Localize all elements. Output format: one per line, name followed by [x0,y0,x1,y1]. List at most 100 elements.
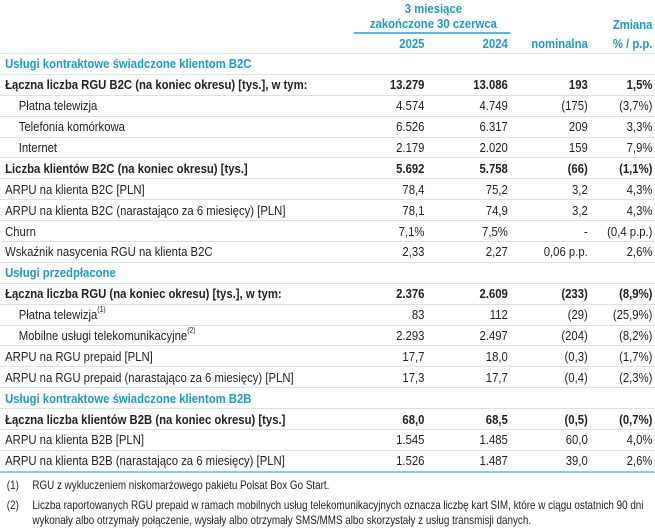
cell-nom: 209 [510,116,591,138]
cell-nom: 3,2 [510,178,591,201]
table-row: Telefonia komórkowa 6.526 6.317 209 3,3% [0,116,655,138]
cell-v2025: 13.279 [353,74,428,96]
cell-v2025: 17,7 [353,345,428,368]
cell-pct: (8,9%) [590,283,655,305]
cell-nom: (0,4) [510,366,591,389]
nominal-header: nominalna [510,33,591,54]
cell-v2024: 112 [427,304,511,326]
cell-v2025: 83 [353,304,428,326]
cell-nom: (175) [510,95,591,117]
footnote-ref: (2) [187,326,196,336]
table-row: Łączna liczba RGU (na koniec okresu) [ty… [0,283,655,305]
cell-nom: 0,06 p.p. [510,241,591,263]
section-title: Usługi kontraktowe świadczone klientom B… [0,53,655,75]
cell-v2024: 1.487 [427,450,511,473]
change-header: Zmiana [612,17,653,32]
table-row: Liczba klientów B2C (na koniec okresu) [… [0,157,655,180]
row-label: Łączna liczba RGU B2C (na koniec okresu)… [0,74,354,96]
table-row: ARPU na RGU prepaid (narastająco za 6 mi… [0,366,655,389]
table-row: ARPU na klienta B2B [PLN] 1.545 1.485 60,0 4… [0,429,655,451]
cell-pct: (0,7%) [590,408,655,431]
cell-v2024: 18,0 [427,345,511,368]
section-header-row: Usługi kontraktowe świadczone klientom B… [0,387,655,410]
cell-v2024: 1.485 [427,429,511,451]
cell-v2024: 6.317 [427,116,511,138]
cell-pct: 2,6% [590,450,655,473]
cell-nom: (29) [510,304,591,326]
row-label: Wskaźnik nasycenia RGU na klienta B2C [0,241,354,263]
cell-nom: (233) [510,283,591,305]
cell-pct: 2,6% [590,241,655,263]
cell-v2025: 2.293 [353,325,428,347]
cell-v2024: 75,2 [427,178,511,201]
cell-v2024: 7,5% [427,220,511,243]
row-label: Telefonia komórkowa [0,116,354,138]
cell-pct: (8,2%) [590,325,655,347]
table-row: ARPU na klienta B2B (narastająco za 6 mi… [0,450,655,473]
table-row: Wskaźnik nasycenia RGU na klienta B2C 2,3… [0,241,655,263]
percent-header: % / p.p. [590,33,655,54]
cell-v2024: 13.086 [427,74,511,96]
table-row: Churn 7,1% 7,5% - (0,4 p.p.) [0,220,655,243]
cell-nom: - [510,220,591,243]
cell-v2024: 4.749 [427,95,511,117]
row-label: ARPU na RGU prepaid [PLN] [0,345,354,368]
cell-pct: (0,4 p.p.) [590,220,655,243]
cell-v2024: 2,27 [427,241,511,263]
cell-pct: 3,3% [590,116,655,138]
cell-pct: 1,5% [590,74,655,96]
table-row: Mobilne usługi telekomunikacyjne(2) 2.293… [0,325,655,347]
row-label: Churn [0,220,354,243]
cell-pct: (2,3%) [590,366,655,389]
row-label: Łączna liczba RGU (na koniec okresu) [ty… [0,283,354,305]
cell-v2024: 68,5 [427,408,511,431]
cell-nom: 3,2 [510,199,591,222]
cell-v2025: 6.526 [353,116,428,138]
cell-v2025: 1.526 [353,450,428,473]
cell-nom: 60,0 [510,429,591,451]
cell-nom: (0,5) [510,408,591,431]
cell-pct: 4,3% [590,178,655,201]
table-row: Płatna telewizja(1) 83 112 (29) (25,9%) [0,304,655,326]
cell-nom: 39,0 [510,450,591,473]
footnote: (2) Liczba raportowanych RGU prepaid w ra… [0,498,655,528]
cell-pct: 7,9% [590,137,655,159]
footnote-text: Liczba raportowanych RGU prepaid w ramac… [32,498,644,527]
cell-v2025: 17,3 [353,366,428,389]
section-title: Usługi przedpłacone [0,262,655,284]
year-2025-header: 2025 [353,33,428,54]
cell-nom: (204) [510,325,591,347]
table-row: Internet 2.179 2.020 159 7,9% [0,137,655,159]
cell-nom: 159 [510,137,591,159]
row-label: Płatna telewizja [0,95,354,117]
cell-pct: (1,7%) [590,345,655,368]
cell-pct: (3,7%) [590,95,655,117]
footnotes: (1) RGU z wykluczeniem niskomarżowego pak… [0,478,655,528]
table-row: ARPU na RGU prepaid [PLN] 17,7 18,0 (0,3) (1… [0,345,655,368]
cell-v2025: 78,4 [353,178,428,201]
cell-v2024: 74,9 [427,199,511,222]
row-label: Mobilne usługi telekomunikacyjne(2) [0,325,354,347]
footnote-text: RGU z wykluczeniem niskomarżowego pakiet… [32,478,330,492]
cell-nom: (66) [510,157,591,180]
cell-v2024: 2.609 [427,283,511,305]
cell-v2024: 2.020 [427,137,511,159]
cell-v2025: 1.545 [353,429,428,451]
table-row: Łączna liczba klientów B2B (na koniec ok… [0,408,655,431]
section-header-row: Usługi kontraktowe świadczone klientom B… [0,53,655,75]
cell-v2025: 2.376 [353,283,428,305]
cell-v2025: 5.692 [353,157,428,180]
row-label: ARPU na klienta B2C (narastająco za 6 mi… [0,199,354,222]
row-label: ARPU na klienta B2B [PLN] [0,429,354,451]
cell-pct: 4,0% [590,429,655,451]
kpi-table: 3 miesiące zakończone 30 czerwca Zmiana 2… [0,0,655,473]
row-label: Internet [0,137,354,159]
cell-pct: (25,9%) [590,304,655,326]
table-row: ARPU na klienta B2C [PLN] 78,4 75,2 3,2 4,3% [0,178,655,201]
cell-v2025: 4.574 [353,95,428,117]
table-row: Płatna telewizja 4.574 4.749 (175) (3,7%) [0,95,655,117]
year-2024-header: 2024 [427,33,511,54]
row-label: ARPU na klienta B2C [PLN] [0,178,354,201]
footnote: (1) RGU z wykluczeniem niskomarżowego pak… [0,478,655,493]
